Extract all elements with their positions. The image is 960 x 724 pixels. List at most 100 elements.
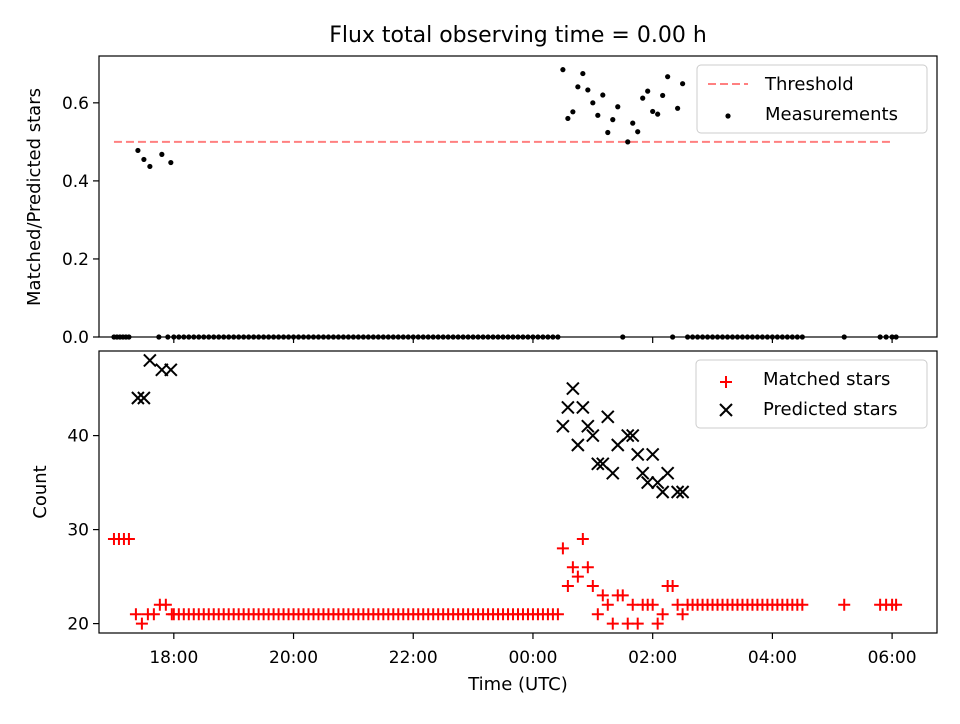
y-tick-label: 30 [67, 521, 89, 541]
matched-stars-point [122, 533, 135, 545]
predicted-stars-point [571, 438, 585, 452]
bottom-marks [107, 353, 903, 630]
matched-stars-point [576, 533, 589, 545]
matched-stars-point [581, 561, 594, 574]
bottom-y-ticks: 20 30 40 [67, 427, 99, 635]
top-panel: 0.0 0.2 0.4 0.6 Matched/Predicted stars Thr… [24, 55, 938, 348]
bottom-legend: Matched stars Predicted stars [695, 359, 928, 429]
matched-stars-point [135, 617, 148, 630]
measurement-point [159, 151, 165, 157]
matched-stars-point [159, 598, 172, 611]
predicted-stars-point [581, 419, 595, 433]
legend-predicted-label: Predicted stars [763, 399, 897, 420]
measurement-point [625, 139, 631, 145]
predicted-stars-point [645, 447, 660, 462]
matched-stars-point [606, 617, 619, 630]
matched-stars-point [561, 580, 574, 592]
predicted-stars-point [635, 466, 650, 480]
measurement-point [640, 95, 646, 101]
bottom-x-ticks: 18:00 20:00 22:00 00:00 02:00 04:00 06:00 [149, 633, 917, 668]
legend-measurements-label: Measurements [765, 104, 898, 125]
chart-title: Flux total observing time = 0.00 h [329, 23, 707, 48]
y-tick-label: 0.0 [62, 328, 89, 348]
matched-stars-point [129, 608, 142, 621]
measurement-point [675, 105, 681, 111]
y-tick-label: 40 [67, 427, 89, 447]
bottom-panel: 20 30 40 18:00 20:00 22:00 00:00 02:00 04:00 06:… [30, 350, 938, 695]
measurement-point [615, 104, 621, 110]
measurement-point [570, 109, 576, 115]
x-tick-label: 20:00 [269, 648, 318, 668]
predicted-stars-point [670, 485, 685, 499]
matched-stars-point [147, 608, 160, 621]
legend-threshold-label: Threshold [764, 74, 854, 95]
predicted-stars-point [621, 428, 635, 443]
bottom-y-axis-label: Count [30, 465, 51, 518]
matched-stars-point [631, 617, 644, 630]
predicted-stars-point [631, 447, 645, 462]
measurement-point [141, 156, 147, 163]
predicted-stars-point [655, 485, 670, 499]
matched-stars-point [591, 608, 604, 621]
measurement-point [605, 129, 611, 136]
measurement-point [680, 81, 686, 87]
x-tick-label: 18:00 [149, 648, 198, 668]
predicted-stars-point [626, 428, 640, 443]
measurement-point [630, 120, 636, 126]
matched-stars-point [586, 580, 599, 592]
matched-stars-point [676, 608, 689, 621]
x-tick-label: 06:00 [868, 648, 917, 668]
top-x-ticks [173, 337, 893, 343]
predicted-stars-point [576, 400, 590, 415]
measurement-point [655, 111, 661, 117]
predicted-stars-point [143, 353, 157, 368]
predicted-stars-point [164, 363, 178, 377]
predicted-stars-point [601, 410, 615, 424]
y-tick-label: 0.6 [62, 94, 89, 114]
matched-stars-point [616, 589, 629, 602]
predicted-stars-point [556, 419, 570, 433]
legend-measurements-swatch [725, 113, 731, 119]
legend-matched-label: Matched stars [763, 369, 890, 390]
legend-matched-swatch [720, 376, 732, 388]
measurement-point [645, 88, 651, 94]
matched-stars-point [571, 570, 584, 583]
x-tick-label: 04:00 [748, 648, 797, 668]
bottom-legend-frame [695, 359, 928, 429]
matched-stars-point [666, 580, 679, 592]
x-axis-label: Time (UTC) [467, 674, 568, 695]
matched-stars-point [556, 542, 569, 555]
measurement-point [168, 159, 174, 166]
top-legend: Threshold Measurements [696, 64, 928, 134]
predicted-stars-point [586, 428, 600, 443]
measurement-point [147, 163, 153, 170]
matched-stars-point [796, 598, 809, 611]
measurement-point [575, 84, 581, 90]
predicted-stars-point [606, 466, 620, 480]
matched-stars-point [656, 608, 669, 621]
top-axes-frame [98, 55, 938, 338]
predicted-stars-point [640, 475, 655, 490]
predicted-stars-point [561, 400, 575, 415]
matched-stars-point [566, 561, 579, 574]
measurement-point [660, 92, 666, 99]
predicted-stars-point [137, 391, 151, 405]
top-y-ticks: 0.0 0.2 0.4 0.6 [62, 94, 99, 348]
top-y-axis-label: Matched/Predicted stars [24, 88, 45, 306]
predicted-stars-point [131, 391, 145, 405]
measurement-point [590, 100, 596, 106]
measurement-point [580, 70, 586, 77]
x-tick-label: 00:00 [508, 648, 557, 668]
measurement-point [135, 147, 141, 154]
x-tick-label: 02:00 [628, 648, 677, 668]
measurement-point [560, 67, 566, 73]
predicted-stars-point [675, 485, 690, 499]
bottom-axes-frame [98, 350, 938, 634]
predicted-stars-point [566, 381, 580, 396]
matched-stars-point [646, 598, 659, 611]
matched-stars-point [651, 617, 664, 630]
y-tick-label: 0.4 [62, 172, 89, 192]
measurement-point [565, 115, 571, 122]
measurement-point [635, 129, 641, 135]
